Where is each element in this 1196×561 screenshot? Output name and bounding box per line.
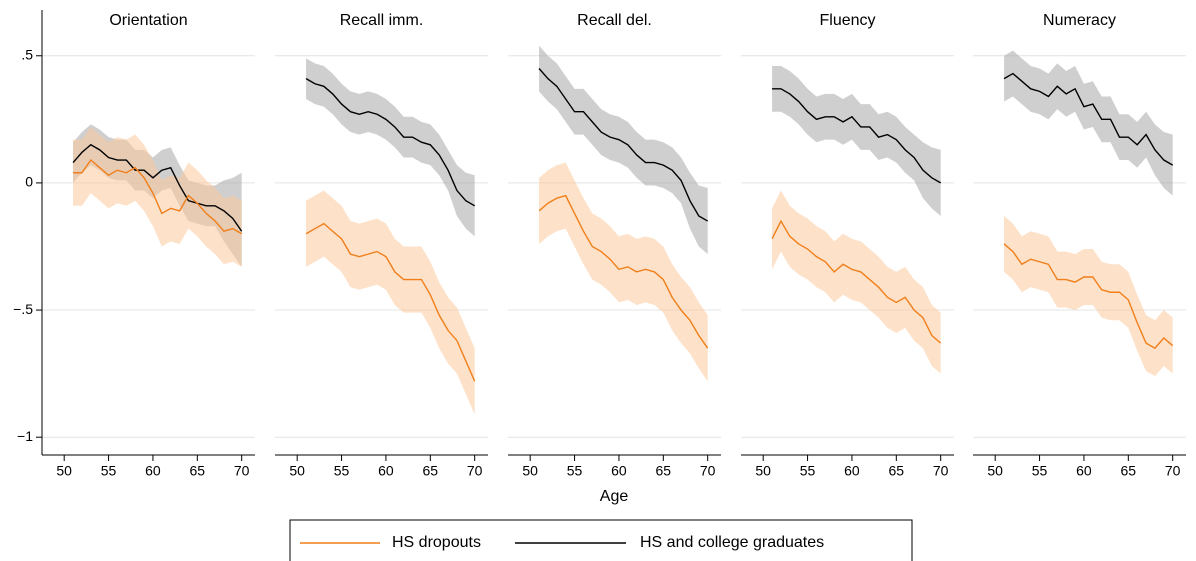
x-tick-label: 60 bbox=[1076, 463, 1092, 479]
x-tick-label: 50 bbox=[289, 463, 305, 479]
panel-title: Numeracy bbox=[1043, 12, 1116, 29]
line bbox=[538, 68, 709, 222]
confidence-band bbox=[1004, 215, 1173, 377]
legend-label: HS and college graduates bbox=[640, 534, 824, 551]
x-tick-label: 55 bbox=[567, 463, 583, 479]
x-tick-label: 50 bbox=[56, 463, 72, 479]
x-tick-label: 65 bbox=[423, 463, 439, 479]
panel-title: Orientation bbox=[109, 12, 187, 29]
x-tick-label: 65 bbox=[656, 463, 672, 479]
legend-box bbox=[289, 519, 913, 561]
line bbox=[1003, 243, 1174, 350]
line bbox=[72, 143, 243, 232]
x-tick-label: 65 bbox=[1121, 463, 1137, 479]
x-tick-label: 60 bbox=[611, 463, 627, 479]
confidence-band bbox=[1004, 50, 1173, 196]
x-tick-label: 70 bbox=[700, 463, 716, 479]
x-tick-label: 55 bbox=[1032, 463, 1048, 479]
panel-title: Recall imm. bbox=[340, 12, 424, 29]
line bbox=[73, 158, 243, 235]
x-tick-label: 60 bbox=[145, 463, 161, 479]
confidence-band bbox=[772, 190, 941, 374]
x-axis-label: Age bbox=[600, 488, 629, 505]
legend-label: HS dropouts bbox=[392, 534, 481, 551]
line bbox=[305, 78, 476, 207]
x-tick-label: 55 bbox=[800, 463, 816, 479]
x-tick-label: 50 bbox=[522, 463, 538, 479]
x-tick-label: 70 bbox=[933, 463, 949, 479]
line bbox=[538, 194, 709, 349]
x-tick-label: 50 bbox=[987, 463, 1003, 479]
confidence-band bbox=[539, 45, 708, 255]
y-tick-label: .5 bbox=[21, 46, 33, 62]
line bbox=[305, 222, 476, 382]
y-tick-label: −.5 bbox=[13, 301, 33, 317]
confidence-band bbox=[539, 162, 708, 382]
confidence-band bbox=[73, 126, 242, 267]
x-tick-label: 70 bbox=[467, 463, 483, 479]
x-tick-label: 70 bbox=[1165, 463, 1181, 479]
panel-title: Recall del. bbox=[577, 12, 652, 29]
confidence-band bbox=[772, 65, 941, 216]
line bbox=[1003, 72, 1174, 166]
confidence-band bbox=[306, 190, 475, 415]
y-tick-label: −1 bbox=[17, 428, 33, 444]
confidence-band bbox=[306, 58, 475, 237]
x-tick-label: 65 bbox=[190, 463, 206, 479]
line bbox=[772, 88, 942, 184]
panel-title: Fluency bbox=[819, 12, 875, 29]
x-tick-label: 60 bbox=[844, 463, 860, 479]
x-tick-label: 60 bbox=[378, 463, 394, 479]
x-tick-label: 70 bbox=[234, 463, 250, 479]
y-tick-label: 0 bbox=[25, 174, 33, 190]
x-tick-label: 50 bbox=[755, 463, 771, 479]
x-tick-label: 55 bbox=[334, 463, 350, 479]
x-tick-label: 55 bbox=[101, 463, 117, 479]
line bbox=[771, 219, 942, 344]
x-tick-label: 65 bbox=[889, 463, 905, 479]
